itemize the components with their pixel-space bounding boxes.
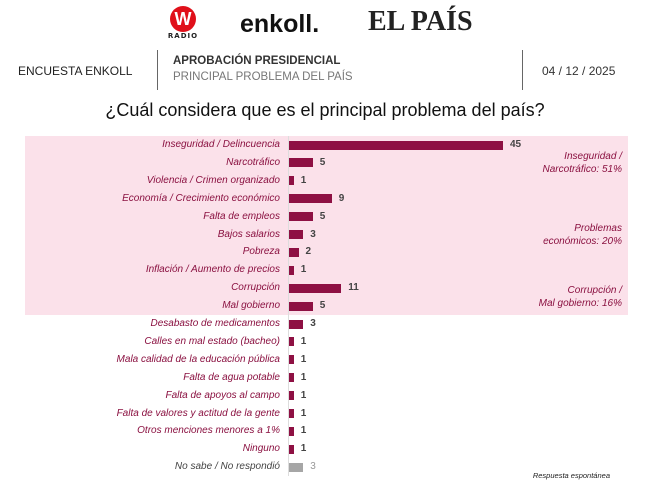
bar <box>289 176 294 186</box>
bar <box>289 355 294 365</box>
data-label: 1 <box>300 389 307 401</box>
group-label: Inseguridad / Narcotráfico: 51% <box>543 150 622 176</box>
group-band <box>25 189 628 280</box>
logos: W RADIO enkoll. EL PAÍS <box>0 4 650 46</box>
data-label: 2 <box>305 246 312 258</box>
data-label: 3 <box>310 228 316 240</box>
bar <box>289 319 304 329</box>
date: 04 / 12 / 2025 <box>542 64 616 78</box>
data-label: 45 <box>510 139 522 150</box>
survey-name: ENCUESTA ENKOLL <box>18 64 133 78</box>
category-label: Inflación / Aumento de precios <box>145 264 280 276</box>
data-label: 1 <box>300 443 307 455</box>
bar <box>289 373 294 383</box>
bar <box>289 194 332 204</box>
bar <box>289 462 304 472</box>
data-label: 9 <box>338 192 345 204</box>
category-label: Falta de agua potable <box>183 371 280 383</box>
category-label: Corrupción <box>231 282 280 294</box>
bar <box>289 426 294 436</box>
data-label: 1 <box>300 371 307 383</box>
category-label: Bajos salarios <box>217 228 280 240</box>
category-label: Mala calidad de la educación pública <box>116 353 280 365</box>
bar <box>289 247 299 257</box>
category-label: No sabe / No respondió <box>174 461 280 473</box>
category-label: Pobreza <box>242 246 280 258</box>
category-label: Falta de empleos <box>203 210 280 222</box>
data-label: 1 <box>300 407 307 419</box>
category-label: Mal gobierno <box>222 300 280 312</box>
bar <box>289 444 294 454</box>
chart-title: ¿Cuál considera que es el principal prob… <box>105 100 545 120</box>
bar <box>289 158 313 168</box>
w-radio-mark: W <box>170 6 196 32</box>
bar <box>289 140 503 150</box>
enkoll-logo: enkoll. <box>240 10 320 38</box>
bar <box>289 337 294 347</box>
w-radio-sub: RADIO <box>167 32 199 40</box>
header: ENCUESTA ENKOLL APROBACIÓN PRESIDENCIAL … <box>0 50 650 90</box>
data-label: 1 <box>300 174 307 186</box>
category-label: Violencia / Crimen organizado <box>146 174 280 186</box>
header-title: APROBACIÓN PRESIDENCIAL <box>173 55 341 67</box>
bar <box>289 283 342 293</box>
category-label: Narcotráfico <box>226 156 280 168</box>
category-label: Economía / Crecimiento económico <box>122 192 280 204</box>
header-subtitle: PRINCIPAL PROBLEMA DEL PAÍS <box>173 71 353 83</box>
category-label: Falta de valores y actitud de la gente <box>116 407 280 419</box>
data-label: 1 <box>300 264 307 276</box>
data-label: 1 <box>300 353 307 365</box>
axis-line <box>288 136 289 476</box>
group-label-line: Problemas <box>574 222 622 234</box>
category-label: Desabasto de medicamentos <box>150 318 280 329</box>
data-label: 5 <box>319 156 326 168</box>
data-label: 1 <box>300 335 307 347</box>
bar <box>289 391 294 401</box>
category-label: Otros menciones menores a 1% <box>137 425 280 437</box>
category-label: Falta de apoyos al campo <box>165 389 280 401</box>
chart-note: Respuesta espontánea <box>532 471 610 480</box>
category-label: Calles en mal estado (bacheo) <box>144 335 280 347</box>
data-label: 5 <box>319 300 326 312</box>
data-label: 5 <box>319 210 326 222</box>
group-label-line: Mal gobierno: 16% <box>538 298 622 310</box>
group-label-line: Narcotráfico: 51% <box>542 163 622 175</box>
divider <box>157 50 158 90</box>
group-label: Problemas económicos: 20% <box>543 222 622 248</box>
bar <box>289 409 294 418</box>
el-pais-logo: EL PAÍS <box>368 6 473 37</box>
category-label: Ninguno <box>242 443 280 455</box>
bar <box>289 301 313 311</box>
data-label: 3 <box>310 318 316 329</box>
bar <box>289 212 313 222</box>
bar <box>289 265 294 275</box>
bar <box>289 230 304 239</box>
group-label-line: Inseguridad / <box>564 150 622 162</box>
data-label: 3 <box>310 461 316 473</box>
group-label-line: económicos: 20% <box>543 235 622 247</box>
w-radio-logo: W RADIO <box>160 6 206 40</box>
data-label: 1 <box>300 425 307 437</box>
category-label: Inseguridad / Delincuencia <box>162 139 280 150</box>
data-label: 11 <box>348 282 359 294</box>
divider <box>522 50 523 90</box>
group-label-line: Corrupción / <box>567 285 622 297</box>
group-label: Corrupción / Mal gobierno: 16% <box>539 284 622 310</box>
